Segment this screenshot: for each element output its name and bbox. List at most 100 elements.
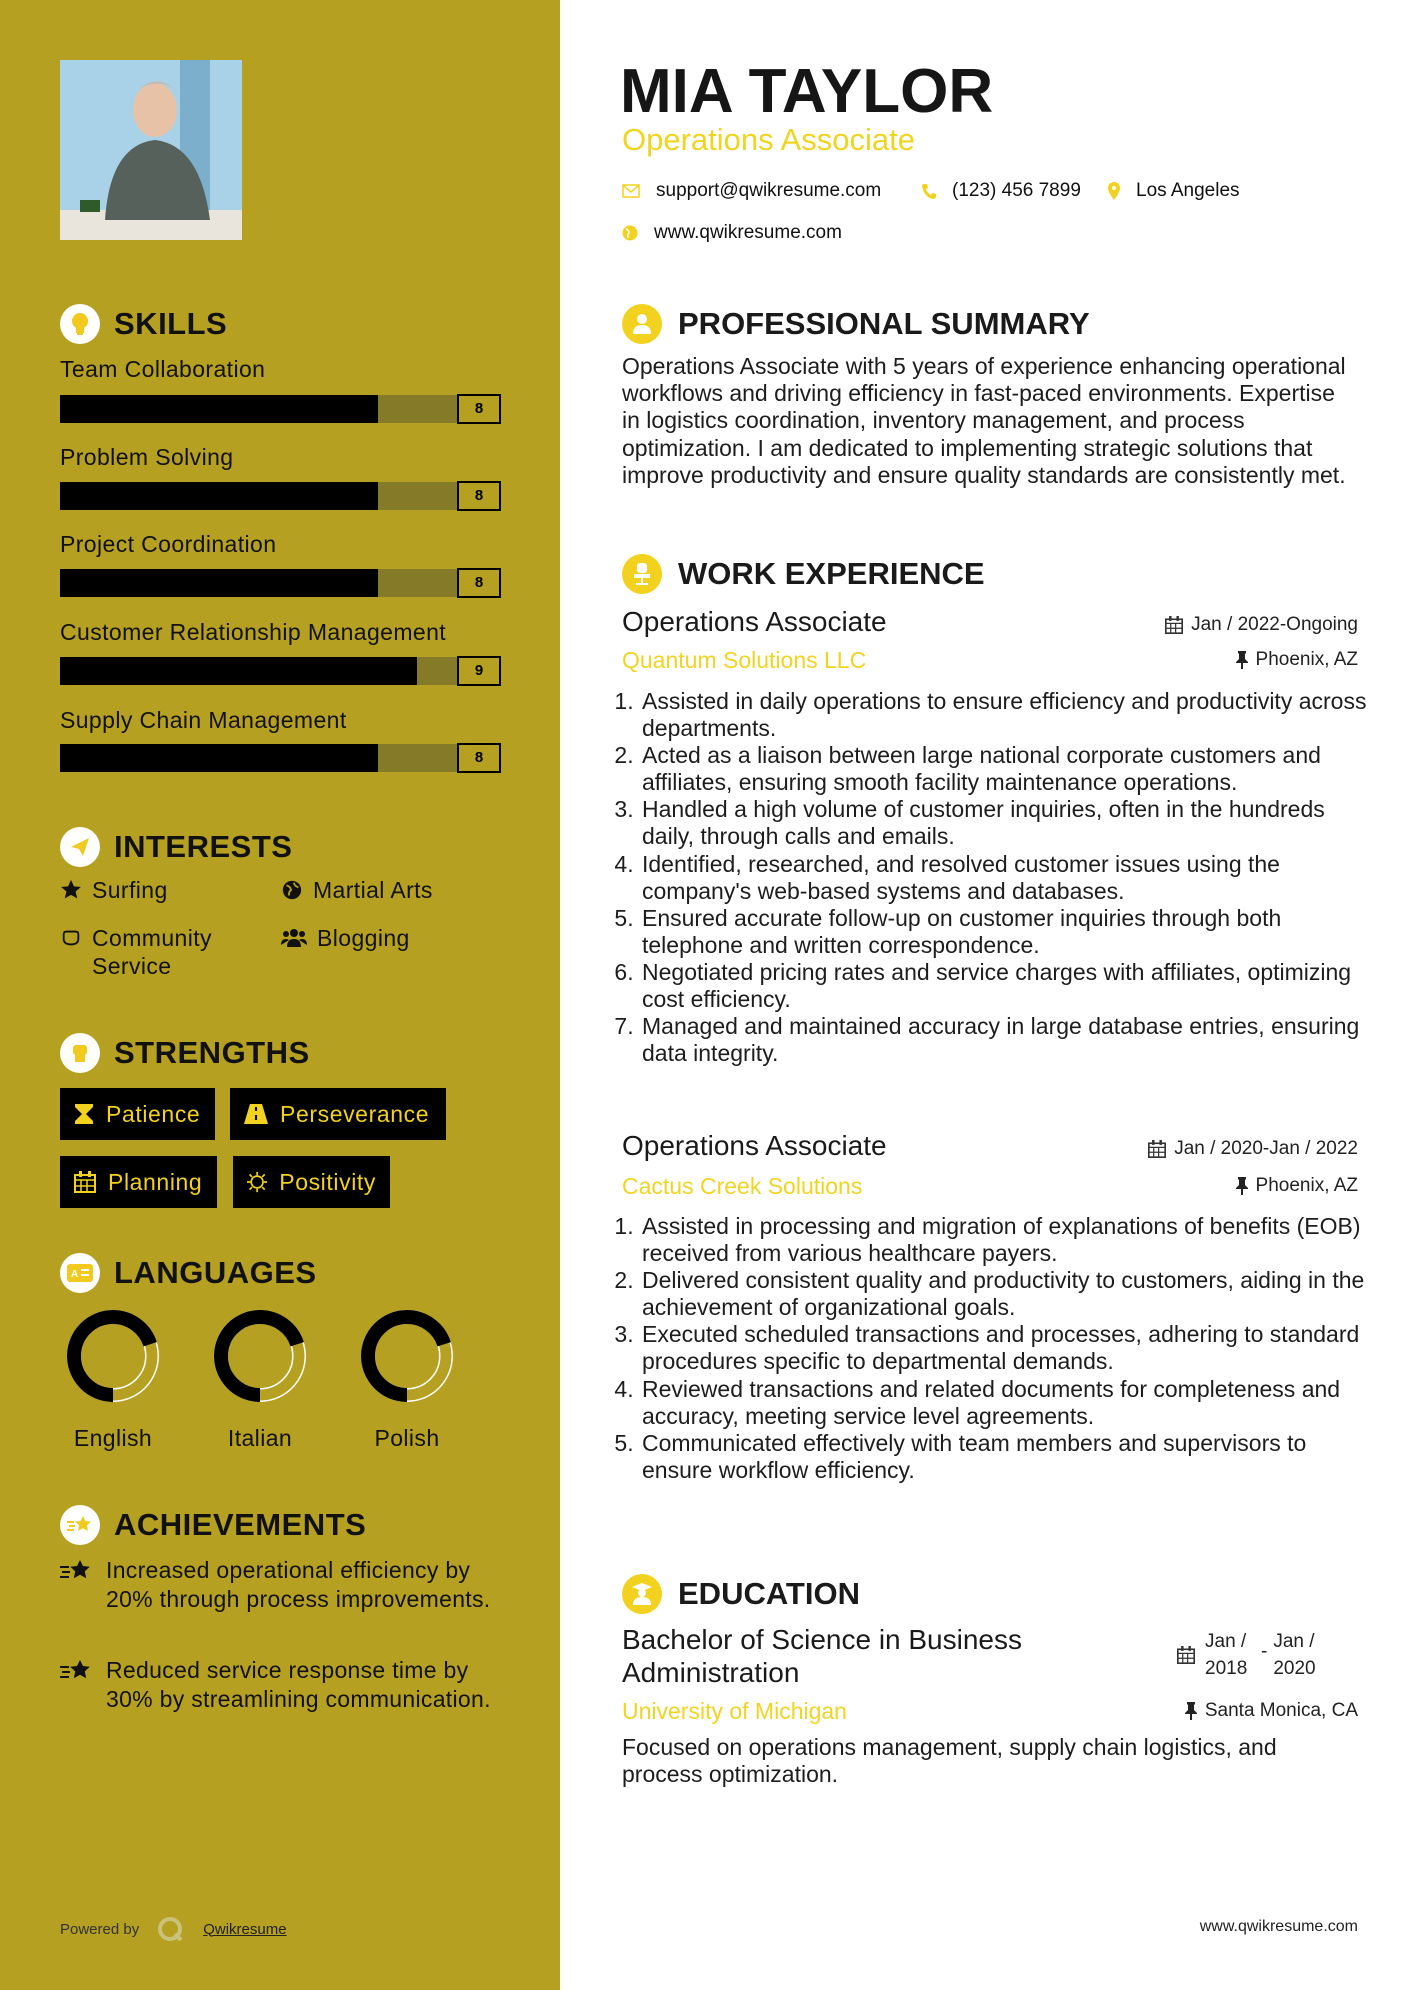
language-label: English	[73, 1425, 153, 1451]
users-icon	[281, 929, 307, 947]
summary-text: Operations Associate with 5 years of exp…	[622, 353, 1346, 488]
language-donut	[214, 1310, 306, 1402]
sun-icon	[247, 1171, 268, 1193]
phone-icon	[922, 184, 936, 199]
calendar-icon	[1177, 1646, 1195, 1664]
duty-item: Delivered consistent quality and product…	[640, 1267, 1376, 1321]
language-label: Polish	[374, 1425, 440, 1451]
language-card-icon: A	[60, 1253, 100, 1293]
envelope-icon	[622, 184, 640, 198]
pushpin-icon	[1235, 1177, 1248, 1195]
skill-label: Project Coordination	[60, 531, 277, 557]
shooting-star-icon	[60, 1560, 90, 1579]
duty-item: Identified, researched, and resolved cus…	[640, 851, 1376, 905]
job-location: Phoenix, AZ	[1235, 1174, 1358, 1198]
skill-label: Supply Chain Management	[60, 707, 347, 733]
shooting-star-icon	[60, 1505, 100, 1545]
duty-item: Communicated effectively with team membe…	[640, 1430, 1376, 1484]
language-donut-fill	[361, 1310, 453, 1402]
company-name: Quantum Solutions LLC	[622, 647, 867, 673]
skill-score: 9	[457, 656, 501, 686]
skill-bar: 8	[60, 481, 501, 511]
contact-phone: (123) 456 7899	[922, 180, 1081, 202]
shooting-star-icon	[60, 1660, 90, 1679]
duty-item: Assisted in processing and migration of …	[640, 1213, 1376, 1267]
pushpin-icon	[1184, 1702, 1197, 1720]
calendar-icon	[74, 1171, 96, 1193]
sidebar: SKILLS Team Collaboration 8 Problem Solvin…	[0, 0, 560, 1990]
hand-icon	[62, 930, 80, 946]
achievement-item: Reduced service response time by 30% by …	[60, 1656, 500, 1714]
language-donut-fill	[214, 1310, 306, 1402]
skill-bar: 9	[60, 656, 501, 686]
contact-location: Los Angeles	[1108, 180, 1240, 202]
lightbulb-icon	[60, 304, 100, 344]
duty-item: Executed scheduled transactions and proc…	[640, 1321, 1376, 1375]
language-label: Italian	[227, 1425, 293, 1451]
strengths-heading: STRENGTHS	[60, 1032, 310, 1074]
fist-icon	[60, 1033, 100, 1073]
skill-bar: 8	[60, 394, 501, 424]
date-separator: -	[1261, 1641, 1268, 1662]
achievements-heading: ACHIEVEMENTS	[60, 1504, 366, 1546]
skill-score: 8	[457, 568, 501, 598]
summary-heading: PROFESSIONAL SUMMARY	[622, 303, 1090, 345]
map-pin-icon	[1108, 182, 1120, 200]
candidate-name: MIA TAYLOR	[620, 57, 994, 126]
skill-score: 8	[457, 481, 501, 511]
graduate-icon	[622, 1574, 662, 1614]
road-icon	[244, 1104, 268, 1124]
star-icon	[61, 879, 81, 899]
contact-website: www.qwikresume.com	[622, 222, 842, 244]
user-icon	[622, 304, 662, 344]
skill-bar-fill	[60, 569, 378, 597]
strength-tag: Patience	[60, 1088, 215, 1140]
interest-item: Community Service	[60, 924, 260, 980]
degree: Bachelor of Science in Business Administ…	[622, 1624, 1022, 1688]
achievement-item: Increased operational efficiency by 20% …	[60, 1556, 500, 1614]
job-location: Phoenix, AZ	[1235, 648, 1358, 672]
interest-item: Martial Arts	[281, 876, 433, 904]
language-donut	[67, 1310, 159, 1402]
email-link[interactable]: support@qwikresume.com	[656, 180, 882, 201]
profile-photo	[60, 60, 242, 240]
paper-plane-icon	[60, 827, 100, 867]
website-link[interactable]: www.qwikresume.com	[654, 222, 842, 243]
interests-heading: INTERESTS	[60, 826, 292, 868]
language-donut	[361, 1310, 453, 1402]
job-dates: Jan / 2020-Jan / 2022	[1148, 1137, 1358, 1161]
duty-item: Negotiated pricing rates and service cha…	[640, 959, 1376, 1013]
strength-tag: Positivity	[233, 1156, 390, 1208]
skill-score: 8	[457, 394, 501, 424]
globe-icon	[282, 880, 302, 900]
job-duties: Assisted in processing and migration of …	[622, 1213, 1376, 1484]
powered-by: Powered by Qwikresume	[60, 1916, 287, 1942]
skill-bar-fill	[60, 395, 378, 423]
job-duties: Assisted in daily operations to ensure e…	[622, 688, 1376, 1067]
skills-heading: SKILLS	[60, 303, 227, 345]
skill-bar: 8	[60, 568, 501, 598]
contact-email: support@qwikresume.com	[622, 180, 881, 202]
qwikresume-logo-icon	[158, 1917, 183, 1942]
skill-bar-fill	[60, 744, 378, 772]
globe-icon	[622, 225, 638, 241]
job-title: Operations Associate	[622, 122, 915, 157]
skill-bar-fill	[60, 657, 418, 685]
company-name: Cactus Creek Solutions	[622, 1173, 863, 1199]
svg-text:A: A	[71, 1269, 78, 1280]
education-heading: EDUCATION	[622, 1573, 860, 1615]
duty-item: Acted as a liaison between large nationa…	[640, 742, 1376, 796]
interest-item: Surfing	[60, 876, 168, 904]
office-chair-icon	[622, 554, 662, 594]
footer-website-link[interactable]: www.qwikresume.com	[1199, 1918, 1358, 1935]
job-title: Operations Associate	[622, 1130, 887, 1161]
pushpin-icon	[1235, 651, 1248, 669]
qwikresume-link[interactable]: Qwikresume	[203, 1920, 287, 1938]
languages-heading: A LANGUAGES	[60, 1252, 317, 1294]
skill-label: Customer Relationship Management	[60, 619, 447, 645]
school-name: University of Michigan	[622, 1698, 847, 1724]
education-dates: Jan / 2018 - Jan / 2020	[1177, 1628, 1323, 1682]
skill-label: Team Collaboration	[60, 356, 266, 382]
skill-label: Problem Solving	[60, 444, 234, 470]
education-location: Santa Monica, CA	[1184, 1699, 1358, 1723]
